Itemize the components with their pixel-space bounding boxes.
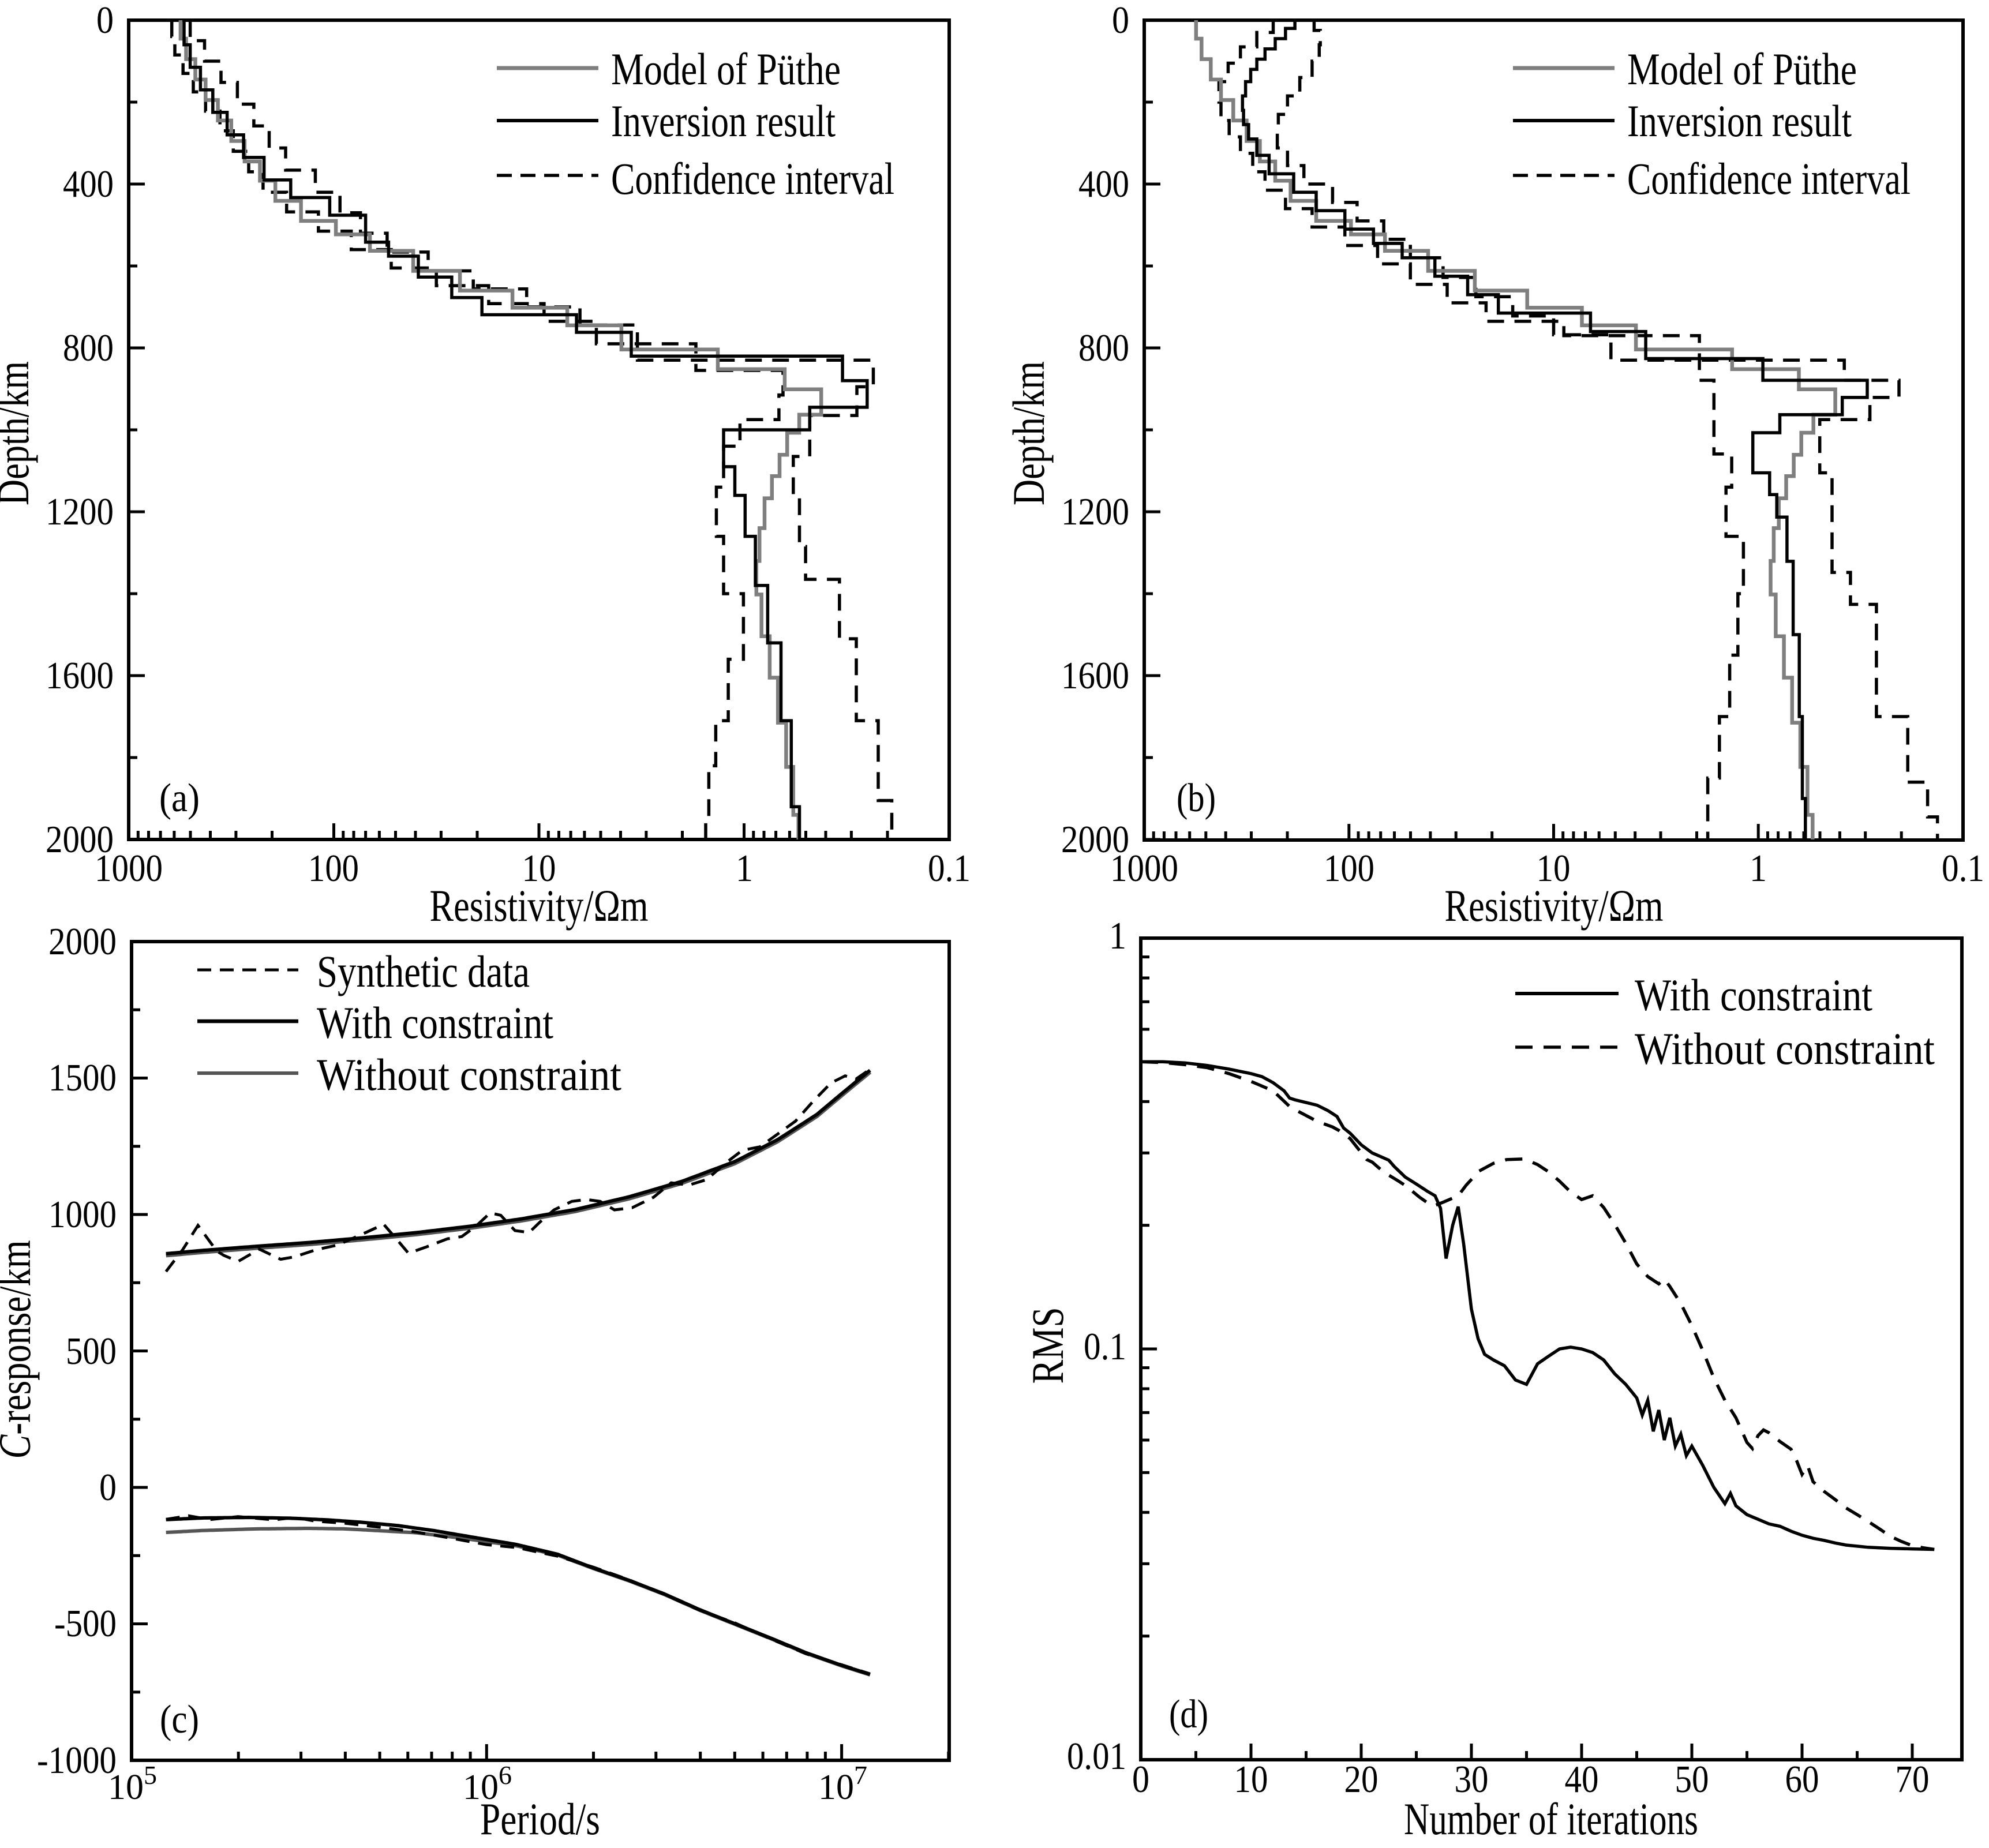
svg-text:1000: 1000 (48, 1193, 117, 1236)
svg-text:Without constraint: Without constraint (1635, 1024, 1935, 1074)
svg-text:1: 1 (1109, 914, 1126, 957)
svg-text:0.1: 0.1 (1942, 847, 1984, 890)
svg-text:Synthetic data: Synthetic data (317, 946, 530, 996)
svg-text:0.1: 0.1 (928, 847, 971, 890)
svg-text:2000: 2000 (46, 818, 114, 861)
svg-text:1600: 1600 (1061, 654, 1129, 697)
svg-text:500: 500 (66, 1330, 117, 1373)
svg-text:Inversion result: Inversion result (1627, 96, 1852, 146)
svg-text:800: 800 (1078, 327, 1129, 369)
svg-text:-500: -500 (54, 1602, 117, 1645)
svg-text:10: 10 (1537, 847, 1571, 890)
svg-text:70: 70 (1896, 1758, 1930, 1801)
svg-text:400: 400 (1078, 163, 1129, 205)
svg-text:-1000: -1000 (37, 1739, 117, 1782)
svg-text:0: 0 (99, 1466, 117, 1509)
svg-text:1500: 1500 (48, 1056, 117, 1099)
svg-text:1200: 1200 (46, 490, 114, 533)
svg-text:2000: 2000 (48, 920, 117, 963)
svg-text:C-response/km: C-response/km (0, 1240, 40, 1459)
svg-text:1200: 1200 (1061, 490, 1129, 533)
svg-text:With constraint: With constraint (317, 998, 553, 1048)
svg-text:Confidence interval: Confidence interval (611, 153, 894, 204)
svg-text:Model of Püthe: Model of Püthe (611, 44, 841, 94)
svg-text:1000: 1000 (95, 847, 163, 890)
svg-text:Period/s: Period/s (480, 1794, 600, 1844)
svg-text:30: 30 (1455, 1758, 1489, 1801)
svg-text:With constraint: With constraint (1635, 970, 1872, 1020)
svg-text:(d): (d) (1169, 1692, 1208, 1737)
svg-text:1: 1 (736, 847, 753, 890)
svg-text:(b): (b) (1177, 776, 1216, 820)
svg-text:2000: 2000 (1061, 818, 1129, 861)
svg-text:1000: 1000 (1110, 847, 1178, 890)
svg-text:1: 1 (1750, 847, 1767, 890)
svg-text:Inversion result: Inversion result (611, 96, 836, 146)
svg-text:Number of iterations: Number of iterations (1404, 1794, 1698, 1844)
svg-text:107: 107 (818, 1760, 867, 1807)
svg-text:Depth/km: Depth/km (1003, 361, 1054, 505)
svg-text:40: 40 (1565, 1758, 1599, 1801)
svg-text:Model of Püthe: Model of Püthe (1627, 44, 1857, 94)
svg-text:50: 50 (1675, 1758, 1709, 1801)
svg-text:800: 800 (63, 327, 114, 369)
svg-text:100: 100 (1324, 847, 1374, 890)
svg-text:RMS: RMS (1022, 1307, 1073, 1384)
svg-text:105: 105 (108, 1760, 157, 1807)
svg-text:0.1: 0.1 (1084, 1325, 1126, 1368)
svg-text:0: 0 (1132, 1758, 1149, 1801)
svg-text:10: 10 (1234, 1758, 1268, 1801)
svg-text:100: 100 (308, 847, 359, 890)
svg-text:Resistivity/Ωm: Resistivity/Ωm (1445, 880, 1664, 931)
svg-text:Depth/km: Depth/km (0, 361, 38, 505)
svg-text:Confidence interval: Confidence interval (1627, 153, 1911, 204)
svg-text:(c): (c) (160, 1697, 199, 1742)
svg-text:400: 400 (63, 163, 114, 205)
svg-text:0: 0 (96, 0, 114, 42)
svg-text:Resistivity/Ωm: Resistivity/Ωm (430, 880, 649, 931)
svg-text:10: 10 (522, 847, 556, 890)
svg-text:20: 20 (1344, 1758, 1379, 1801)
svg-text:0.01: 0.01 (1067, 1735, 1126, 1778)
svg-text:(a): (a) (159, 776, 200, 820)
svg-text:Without constraint: Without constraint (317, 1049, 621, 1100)
svg-text:60: 60 (1785, 1758, 1819, 1801)
svg-text:0: 0 (1112, 0, 1129, 42)
svg-text:1600: 1600 (46, 654, 114, 697)
